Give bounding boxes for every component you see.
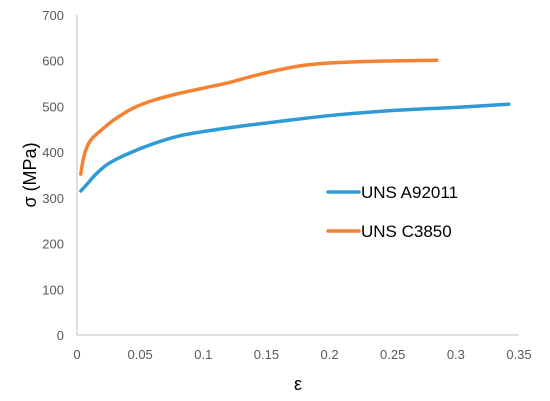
y-tick-label: 600	[42, 54, 64, 69]
x-tick-label: 0.3	[447, 347, 465, 362]
y-tick-label: 400	[42, 145, 64, 160]
x-tick-label: 0	[73, 347, 80, 362]
x-tick-label: 0.15	[254, 347, 279, 362]
x-tick-label: 0.1	[194, 347, 212, 362]
series-line-2	[79, 58, 439, 176]
y-tick-label: 700	[42, 8, 64, 23]
y-tick-label: 500	[42, 99, 64, 114]
x-axis-title: ε	[294, 374, 302, 394]
y-tick-label: 300	[42, 191, 64, 206]
x-tick-label: 0.25	[380, 347, 405, 362]
x-tick-label: 0.35	[506, 347, 531, 362]
axes	[76, 15, 519, 336]
y-axis-title: σ (MPa)	[20, 142, 40, 207]
y-tick-label: 100	[42, 282, 64, 297]
y-tick-labels: 0 100 200 300 400 500 600 700	[42, 8, 64, 343]
x-tick-label: 0.2	[321, 347, 339, 362]
legend-label-1: UNS A92011	[361, 183, 458, 202]
x-tick-label: 0.05	[127, 347, 152, 362]
legend: UNS A92011 UNS C3850	[326, 183, 458, 241]
x-tick-labels: 0 0.05 0.1 0.15 0.2 0.25 0.3 0.35	[73, 347, 531, 362]
y-tick-label: 0	[57, 328, 64, 343]
legend-label-2: UNS C3850	[361, 222, 452, 241]
series-line-1	[79, 102, 511, 193]
series-layer	[79, 58, 511, 193]
y-tick-label: 200	[42, 237, 64, 252]
